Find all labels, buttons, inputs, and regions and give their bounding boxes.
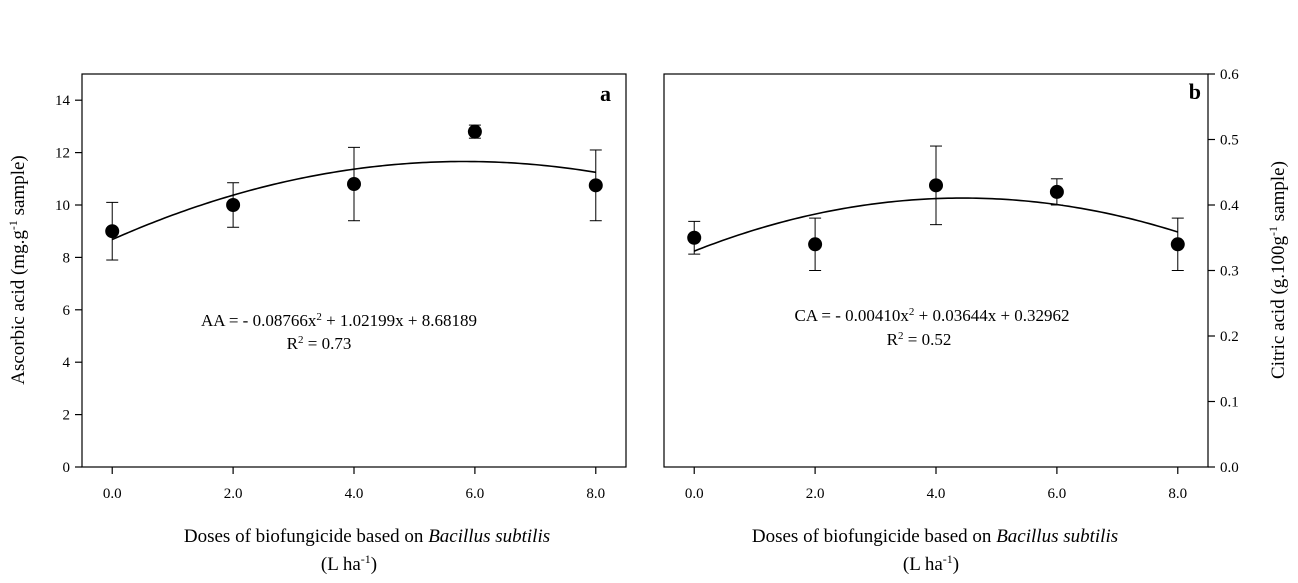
y-tick-label: 12 [55,146,70,162]
y-tick-label: 14 [55,93,71,109]
data-point [467,124,482,139]
y-tick-label: 2 [63,408,71,424]
series-b [687,145,1185,271]
x-axis-b: 0.0 2.0 4.0 6.0 8.0 [685,467,1187,502]
y-tick-label: 0.5 [1220,133,1239,149]
r-squared-a: R2 = 0.73 [287,334,352,353]
x-tick-label: 6.0 [466,486,485,502]
data-point [226,198,241,212]
data-point [687,230,702,245]
data-point [1170,237,1185,252]
x-tick-label: 4.0 [927,486,946,502]
y-tick-label: 10 [55,198,70,214]
panel-letter-a: a [600,81,611,106]
x-tick-label: 0.0 [103,486,122,502]
y-tick-label: 4 [63,355,71,371]
x-axis-title-a: Doses of biofungicide based on Bacillus … [184,526,550,547]
x-tick-label: 2.0 [806,486,825,502]
data-point [347,177,361,192]
x-tick-label: 8.0 [1168,486,1187,502]
y-tick-label: 0.2 [1220,329,1239,345]
panel-letter-b: b [1189,79,1201,104]
y-tick-label: 0.6 [1220,67,1239,83]
panel-b: 0.00.10.20.30.40.50.6 0.0 2.0 4.0 6.0 8.0 b … [663,67,1289,575]
panel-a: 0 2 4 6 8 10 12 14 0.0 2.0 4.0 6.0 8.0 a AA = - 0.0… [6,73,627,575]
y-tick-label: 0.1 [1220,395,1239,411]
r-squared-b: R2 = 0.52 [887,330,952,349]
data-point [105,224,120,239]
data-point [808,237,823,252]
y-tick-label: 0 [63,460,71,476]
plot-frame-a [81,73,627,468]
x-tick-label: 8.0 [586,486,605,502]
data-point [929,178,943,193]
y-tick-label: 8 [63,250,71,266]
equation-a: AA = - 0.08766x2 + 1.02199x + 8.68189 [201,311,477,330]
y-axis-b: 0.0 0.1 0.2 0.3 0.4 0.5 0.6 [1208,67,1239,476]
x-axis-unit-a: (L ha-1) [321,552,377,575]
x-tick-label: 2.0 [224,486,243,502]
equation-b: CA = - 0.00410x2 + 0.03644x + 0.32962 [794,306,1069,325]
x-axis-title-b: Doses of biofungicide based on Bacillus … [752,526,1118,547]
y-axis-title-b: Citric acid (g.100g-1 sample) [1266,161,1289,379]
y-tick-label: 0.3 [1220,264,1239,280]
series-a [105,124,603,261]
x-axis-unit-b: (L ha-1) [903,552,959,575]
y-axis-title-a: Ascorbic acid (mg.g-1 sample) [6,155,29,385]
y-tick-label: 0.4 [1220,198,1239,214]
x-tick-label: 0.0 [685,486,704,502]
y-axis-a: 0 2 4 6 8 10 12 14 [55,93,82,476]
plot-frame-b [663,73,1209,468]
y-tick-label: 0.0 [1220,460,1239,476]
data-point [588,178,603,193]
data-point [1049,184,1064,199]
x-tick-label: 4.0 [345,486,364,502]
y-tick-label: 6 [63,303,71,319]
x-axis-a: 0.0 2.0 4.0 6.0 8.0 [103,467,605,502]
x-tick-label: 6.0 [1048,486,1067,502]
